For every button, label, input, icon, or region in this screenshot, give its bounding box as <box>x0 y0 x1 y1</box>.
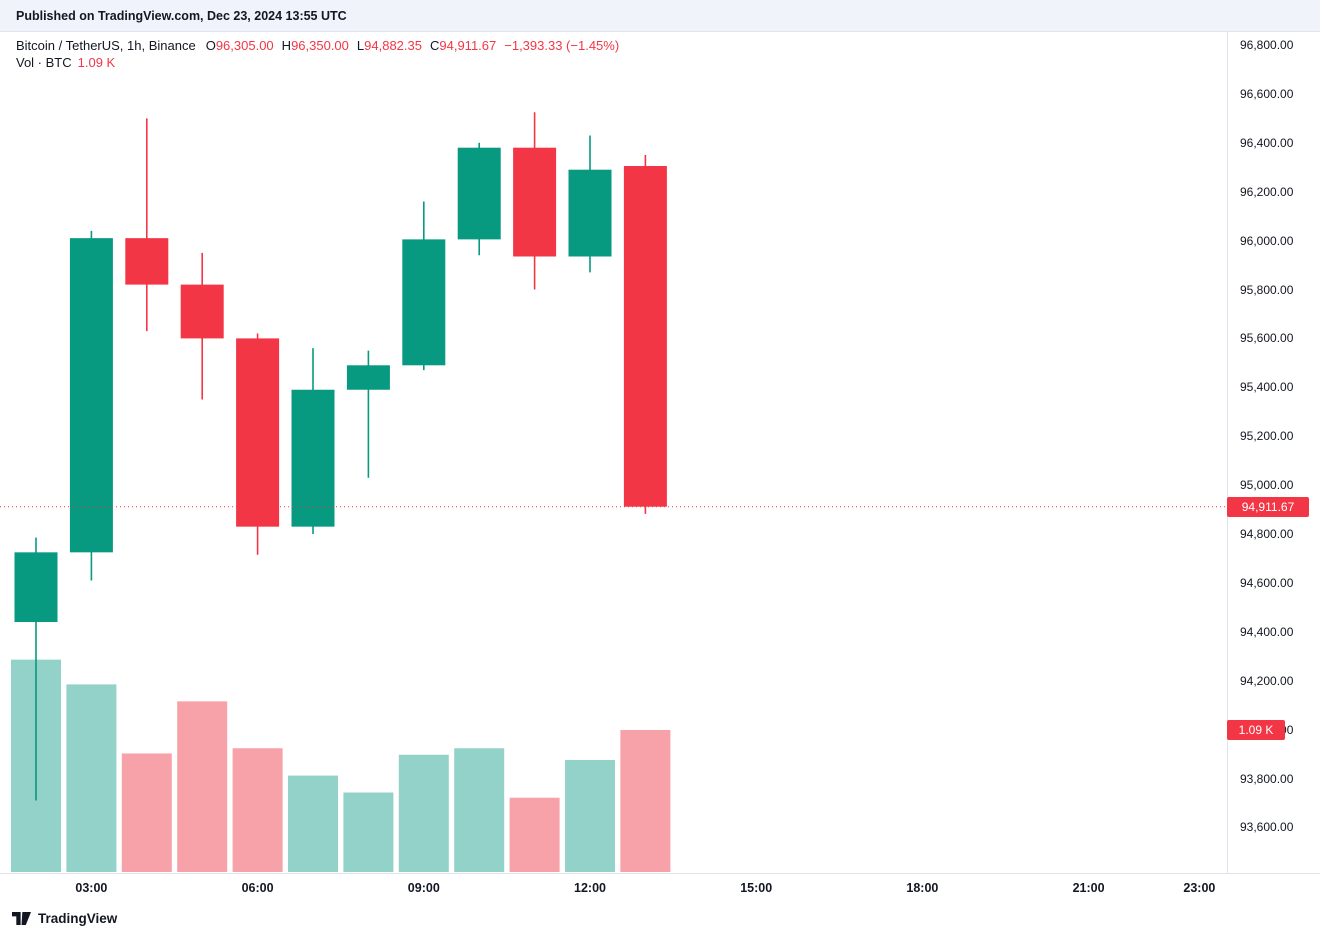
candle-body[interactable] <box>623 166 667 507</box>
time-tick-label: 21:00 <box>1072 881 1105 895</box>
volume-bar[interactable] <box>232 748 283 872</box>
change-value: −1,393.33 (−1.45%) <box>504 38 620 53</box>
price-tick-label: 95,400.00 <box>1240 380 1294 395</box>
candle-body[interactable] <box>69 238 113 553</box>
tradingview-logo-icon[interactable] <box>12 912 31 925</box>
price-tick-label: 94,200.00 <box>1240 673 1294 688</box>
price-tick-label: 94,800.00 <box>1240 527 1294 541</box>
volume-bar[interactable] <box>343 792 394 872</box>
candle-body[interactable] <box>457 147 501 240</box>
time-tick-label: 23:00 <box>1183 881 1216 895</box>
legend: Bitcoin / TetherUS, 1h, Binance O96,305.0… <box>16 37 619 71</box>
published-bar: Published on TradingView.com, Dec 23, 20… <box>0 0 1320 32</box>
low-value: 94,882.35 <box>364 38 422 53</box>
volume-bar[interactable] <box>177 701 228 872</box>
volume-label[interactable]: Vol · BTC <box>16 55 72 70</box>
candle-body[interactable] <box>14 552 58 623</box>
open-label: O <box>205 38 216 53</box>
close-label: C <box>429 38 440 53</box>
last-price-badge: 94,911.67 <box>1227 496 1309 517</box>
candle-body[interactable] <box>402 239 446 366</box>
high-label: H <box>281 38 292 53</box>
price-tick-label: 94,400.00 <box>1240 624 1294 639</box>
time-axis[interactable]: 03:00 06:00 09:00 12:00 15:00 18:00 21:00 23:00 <box>0 873 1320 903</box>
price-tick-label: 95,800.00 <box>1240 282 1294 297</box>
candle-body[interactable] <box>346 365 390 390</box>
volume-bar[interactable] <box>398 754 449 872</box>
time-tick-label: 09:00 <box>407 881 440 895</box>
price-tick-label: 96,400.00 <box>1240 135 1294 150</box>
volume-bar[interactable] <box>509 797 560 872</box>
candle-body[interactable] <box>125 238 169 285</box>
price-tick-label: 96,000.00 <box>1240 233 1294 248</box>
volume-bar[interactable] <box>288 775 338 872</box>
published-text: Published on TradingView.com, Dec 23, 20… <box>16 8 347 23</box>
volume-bar[interactable] <box>565 759 615 872</box>
price-tick-label: 96,800.00 <box>1240 38 1294 52</box>
legend-line-2: Vol · BTC 1.09 K <box>16 54 619 71</box>
price-tick-label: 95,200.00 <box>1240 429 1294 444</box>
low-label: L <box>356 38 365 53</box>
tradingview-brand[interactable]: TradingView <box>38 911 118 926</box>
volume-bar[interactable] <box>454 748 505 872</box>
time-tick-label: 03:00 <box>75 881 108 895</box>
symbol-title[interactable]: Bitcoin / TetherUS, 1h, Binance <box>16 38 196 53</box>
price-tick-label: 95,600.00 <box>1240 331 1294 346</box>
candle-body[interactable] <box>568 169 612 257</box>
price-tick-label: 93,800.00 <box>1240 771 1294 786</box>
legend-line-1: Bitcoin / TetherUS, 1h, Binance O96,305.0… <box>16 37 619 54</box>
candle-body[interactable] <box>291 389 335 527</box>
price-tick-label: 95,000.00 <box>1240 478 1294 493</box>
volume-value: 1.09 K <box>77 55 116 70</box>
volume-badge: 1.09 K <box>1227 720 1285 740</box>
volume-bar[interactable] <box>121 753 172 872</box>
time-tick-label: 15:00 <box>740 881 773 895</box>
time-tick-label: 18:00 <box>906 881 939 895</box>
volume-bar[interactable] <box>66 684 117 872</box>
high-value: 96,350.00 <box>291 38 349 53</box>
candle-body[interactable] <box>513 147 557 257</box>
volume-bar[interactable] <box>620 730 671 872</box>
price-axis[interactable]: 96,800.00 96,600.00 96,400.00 96,200.00 96,0… <box>1227 32 1320 873</box>
price-tick-label: 94,600.00 <box>1240 575 1294 590</box>
price-tick-label: 93,600.00 <box>1240 820 1294 835</box>
time-tick-label: 06:00 <box>241 881 274 895</box>
open-value: 96,305.00 <box>215 38 274 53</box>
candle-body[interactable] <box>180 284 224 339</box>
price-tick-label: 96,600.00 <box>1240 86 1294 101</box>
footer: TradingView <box>12 911 117 926</box>
close-value: 94,911.67 <box>439 38 497 53</box>
candle-body[interactable] <box>236 338 280 527</box>
price-tick-label: 96,200.00 <box>1240 184 1294 199</box>
time-tick-label: 12:00 <box>574 881 606 895</box>
